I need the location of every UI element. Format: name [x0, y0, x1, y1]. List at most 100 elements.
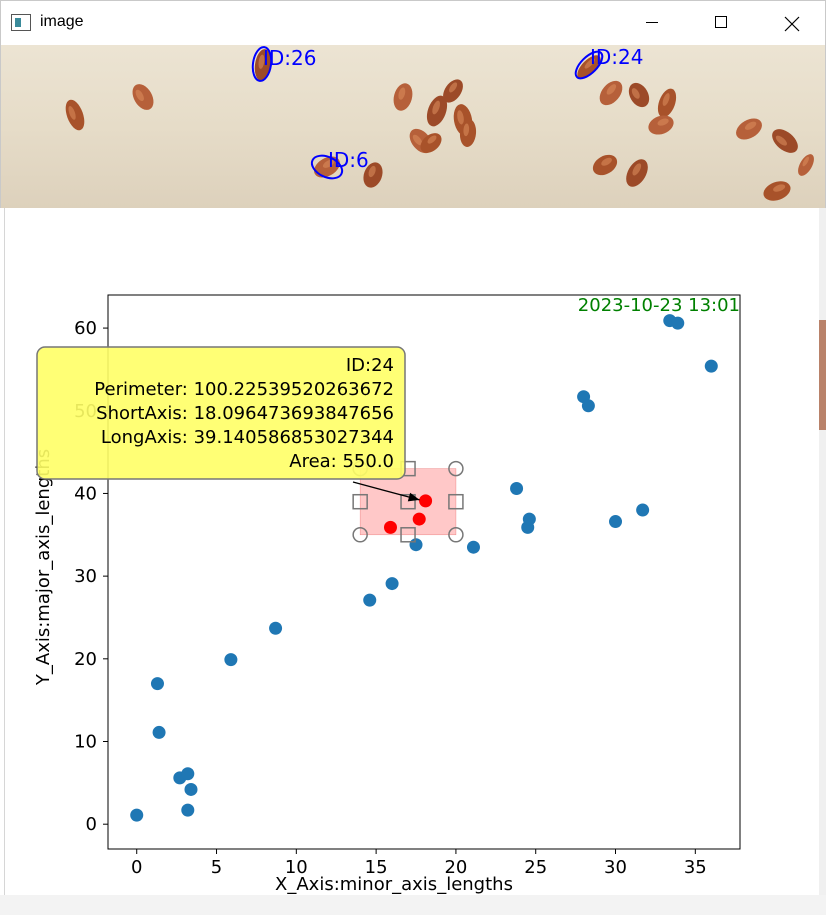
- seed-highlight: [662, 93, 670, 106]
- tooltip-line-shortaxis: ShortAxis: 18.096473693847656: [96, 403, 394, 424]
- x-tick-label: 25: [524, 857, 547, 878]
- tooltip-line-perimeter: Perimeter: 100.22539520263672: [94, 379, 394, 400]
- close-button[interactable]: [757, 1, 826, 45]
- background-seed-image-fragment: [818, 320, 826, 430]
- seed-highlight: [631, 88, 640, 99]
- title-bar[interactable]: image: [1, 1, 825, 45]
- x-tick-label: 20: [444, 857, 467, 878]
- seed-highlight: [368, 165, 376, 178]
- data-point[interactable]: [636, 503, 650, 517]
- tooltip-text: ID:24 Perimeter: 100.22539520263672 Shor…: [94, 355, 394, 472]
- window-title: image: [40, 13, 84, 30]
- seed-highlight: [322, 159, 335, 168]
- seed-highlight: [773, 184, 786, 192]
- x-axis-ticks: 0 5 10 15 20 25 30 35: [131, 849, 707, 878]
- y-tick-label: 60: [74, 318, 97, 339]
- data-point[interactable]: [704, 359, 718, 373]
- annotation-arrow: [352, 481, 420, 501]
- edge-handle[interactable]: [400, 493, 416, 510]
- seed-contour-24: [574, 50, 604, 80]
- edge-handle[interactable]: [448, 493, 464, 510]
- image-window: image ID:26 ID:24 ID:6: [0, 0, 826, 208]
- data-points: [130, 314, 718, 822]
- tooltip-line-id: ID:24: [346, 355, 394, 376]
- data-point[interactable]: [150, 677, 164, 691]
- selected-point[interactable]: [383, 520, 397, 534]
- seed-highlight: [68, 106, 76, 120]
- data-point[interactable]: [181, 767, 195, 781]
- axes-frame: [107, 294, 741, 850]
- seed-highlight: [449, 82, 458, 93]
- seed-highlight: [632, 163, 642, 176]
- seed-highlight: [258, 54, 265, 69]
- seed-highlight: [463, 123, 470, 137]
- tooltip-line-longaxis: LongAxis: 39.140586853027344: [101, 427, 394, 448]
- data-point[interactable]: [581, 399, 595, 413]
- seed-highlight: [601, 157, 612, 166]
- data-point[interactable]: [181, 803, 195, 817]
- y-tick-label: 20: [74, 649, 97, 670]
- seed-image[interactable]: ID:26 ID:24 ID:6: [1, 45, 825, 208]
- x-tick-label: 15: [365, 857, 388, 878]
- edge-handle[interactable]: [352, 493, 368, 510]
- annotation-arrowhead: [407, 492, 420, 502]
- maximize-button[interactable]: [687, 1, 757, 45]
- y-tick-label: 0: [86, 814, 97, 835]
- selected-point[interactable]: [412, 512, 426, 526]
- corner-handle[interactable]: [448, 527, 464, 543]
- seed-contour-6: [310, 154, 344, 180]
- data-point[interactable]: [184, 782, 198, 796]
- seed-label-24: ID:24: [590, 45, 644, 69]
- x-tick-label: 0: [131, 857, 142, 878]
- data-point[interactable]: [385, 577, 399, 591]
- data-point[interactable]: [269, 621, 283, 635]
- background-window-edge: [818, 0, 826, 915]
- seed-highlight: [802, 156, 810, 167]
- tooltip-line-area: Area: 550.0: [289, 451, 394, 472]
- y-axis-ticks: 0102030405060: [74, 318, 108, 835]
- seed-label-26: ID:26: [263, 46, 317, 70]
- seed-contour-26: [251, 46, 273, 82]
- data-point[interactable]: [363, 593, 377, 607]
- x-tick-label: 30: [604, 857, 627, 878]
- timestamp-label: 2023-10-23 13:01: [578, 295, 740, 316]
- x-axis-label: X_Axis:minor_axis_lengths: [275, 874, 513, 895]
- minimize-button[interactable]: [617, 1, 687, 45]
- seed-highlight: [398, 87, 406, 100]
- y-tick-label: 40: [74, 483, 97, 504]
- seed-highlight: [427, 135, 437, 144]
- seed-highlight: [657, 118, 669, 126]
- seed-highlight: [135, 89, 144, 102]
- data-point[interactable]: [510, 481, 524, 495]
- seed-blob: [798, 154, 814, 176]
- seed-highlight: [744, 121, 757, 130]
- data-point[interactable]: [466, 540, 480, 554]
- corner-handle[interactable]: [448, 460, 464, 477]
- seed-highlight: [775, 135, 787, 146]
- seed-highlight: [432, 100, 440, 115]
- seed-highlight: [606, 84, 617, 95]
- seed-highlight: [412, 134, 423, 146]
- y-tick-label: 30: [74, 566, 97, 587]
- data-point[interactable]: [671, 316, 685, 330]
- opencv-window-icon: [11, 14, 31, 31]
- selected-points: [383, 494, 433, 534]
- data-point[interactable]: [409, 538, 423, 552]
- tooltip-box: [36, 346, 406, 480]
- data-point[interactable]: [522, 512, 536, 526]
- seed-blobs: [65, 49, 814, 201]
- data-point[interactable]: [130, 808, 144, 822]
- selected-point[interactable]: [419, 494, 433, 508]
- close-icon: [784, 16, 800, 32]
- edge-handle[interactable]: [400, 527, 416, 543]
- data-point[interactable]: [609, 515, 623, 529]
- data-point[interactable]: [152, 725, 166, 739]
- x-tick-label: 5: [211, 857, 222, 878]
- background-window-bottom: [0, 895, 826, 915]
- x-tick-label: 10: [285, 857, 308, 878]
- y-tick-label: 10: [74, 732, 97, 753]
- corner-handle[interactable]: [352, 527, 368, 543]
- data-point[interactable]: [224, 653, 238, 667]
